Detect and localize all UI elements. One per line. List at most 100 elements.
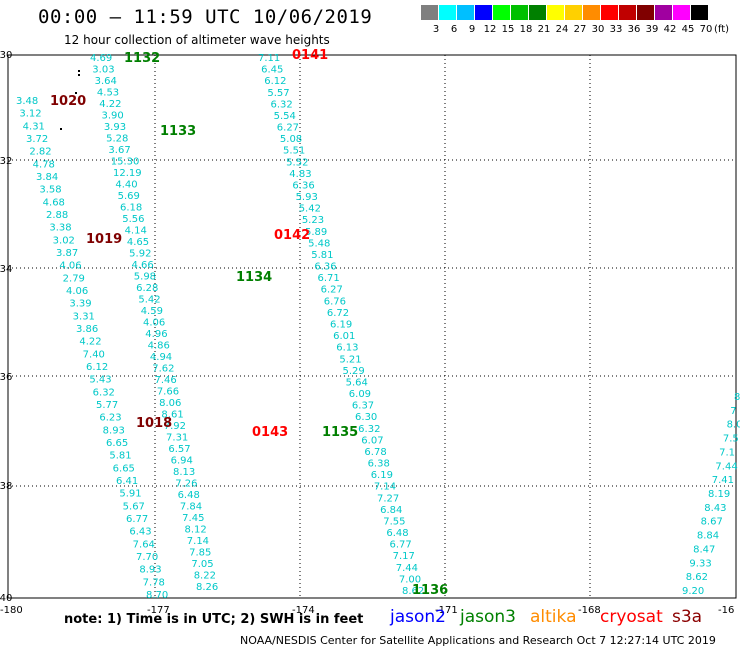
- swh-value: 8.62: [402, 586, 424, 597]
- swh-value: 3.38: [49, 223, 71, 234]
- swh-value: 6.30: [355, 412, 377, 423]
- swh-value: 5.51: [283, 146, 305, 157]
- swh-value: 6.32: [271, 99, 293, 110]
- legend-swatch: [637, 5, 654, 20]
- legend-swatch: [457, 5, 474, 20]
- swh-value: 7.1: [719, 447, 735, 458]
- footer-credit: NOAA/NESDIS Center for Satellite Applica…: [240, 634, 716, 647]
- legend-swatch: [673, 5, 690, 20]
- swh-value: 3.86: [76, 324, 98, 335]
- swh-value: 7.31: [166, 433, 188, 444]
- swh-value: 7.62: [152, 364, 174, 375]
- swh-value: 6.77: [126, 514, 148, 525]
- pass-label: 1134: [236, 270, 272, 285]
- swh-value: 4.68: [43, 197, 65, 208]
- data-dot: [78, 70, 80, 72]
- swh-value: 5.67: [123, 501, 145, 512]
- pass-label: 1019: [86, 232, 122, 247]
- swh-value: 3.03: [92, 65, 114, 76]
- swh-value: 4.06: [59, 261, 81, 272]
- swh-value: 8.26: [196, 582, 218, 593]
- swh-value: 8.06: [159, 398, 181, 409]
- swh-value: 8.43: [704, 503, 726, 514]
- swh-value: 5.52: [286, 157, 308, 168]
- legend-swatch: [475, 5, 492, 20]
- swh-value: 6.19: [371, 470, 393, 481]
- swh-value: 7.70: [136, 552, 158, 563]
- swh-value: 9.33: [689, 558, 711, 569]
- swh-value: 4.94: [150, 352, 172, 363]
- swh-value: 3.58: [39, 185, 61, 196]
- lat-tick-label: -38: [0, 481, 12, 492]
- swh-value: 3.02: [53, 235, 75, 246]
- legend-swatch: [421, 5, 438, 20]
- legend-swatch: [439, 5, 456, 20]
- swh-value: 7.40: [83, 349, 105, 360]
- swh-value: 4.86: [148, 341, 170, 352]
- data-dot: [75, 92, 77, 94]
- lon-tick-label: -168: [578, 605, 601, 616]
- swh-value: 8: [734, 392, 740, 403]
- swh-value: 5.93: [296, 192, 318, 203]
- pass-label: 1135: [322, 425, 358, 440]
- legend-label: 12: [483, 24, 497, 35]
- swh-value: 7.44: [396, 563, 418, 574]
- legend-swatch: [583, 5, 600, 20]
- swh-value: 7.85: [189, 548, 211, 559]
- legend-label: 27: [573, 24, 587, 35]
- swh-value: 12.19: [113, 168, 142, 179]
- swh-value: 4.14: [125, 226, 147, 237]
- swh-value: 6.32: [93, 387, 115, 398]
- pass-label: 1020: [50, 94, 86, 109]
- swh-value: 4.31: [23, 121, 45, 132]
- swh-value: 2.79: [63, 273, 85, 284]
- swh-value: 7.05: [191, 559, 213, 570]
- swh-value: 7.5: [723, 434, 739, 445]
- swh-value: 5.23: [302, 215, 324, 226]
- legend-label: 30: [591, 24, 605, 35]
- swh-value: 6.65: [106, 438, 128, 449]
- swh-value: 6.48: [386, 528, 408, 539]
- swh-value: 6.45: [261, 65, 283, 76]
- swh-value: 6.27: [321, 285, 343, 296]
- swh-value: 3.90: [102, 111, 124, 122]
- swh-value: 8.93: [103, 425, 125, 436]
- swh-value: 3.48: [16, 96, 38, 107]
- swh-value: 5.77: [96, 400, 118, 411]
- lat-tick-label: -30: [0, 50, 12, 61]
- swh-value: 5.81: [311, 250, 333, 261]
- swh-value: 4.22: [99, 99, 121, 110]
- legend-swatch: [511, 5, 528, 20]
- swh-value: 5.48: [308, 238, 330, 249]
- pass-label: 0143: [252, 425, 288, 440]
- swh-value: 5.42: [138, 295, 160, 306]
- lat-tick-label: -32: [0, 156, 12, 167]
- swh-value: 3.84: [36, 172, 58, 183]
- swh-value: 3.67: [108, 145, 130, 156]
- swh-value: 4.96: [145, 329, 167, 340]
- swh-value: 3.72: [26, 134, 48, 145]
- swh-value: 4.40: [115, 180, 137, 191]
- legend-swatch: [691, 5, 708, 20]
- swh-value: 6.65: [113, 463, 135, 474]
- pass-label: 1136: [412, 583, 448, 598]
- swh-value: 2.82: [29, 147, 51, 158]
- legend-swatch: [619, 5, 636, 20]
- swh-value: 6.32: [358, 424, 380, 435]
- swh-value: 7.17: [393, 551, 415, 562]
- satellite-legend-s3a: s3a: [672, 607, 703, 627]
- swh-value: 5.91: [119, 489, 141, 500]
- swh-value: 6.23: [99, 413, 121, 424]
- swh-value: 6.36: [314, 262, 336, 273]
- swh-value: 6.38: [368, 459, 390, 470]
- legend-label: 39: [645, 24, 659, 35]
- swh-value: 5.54: [274, 111, 296, 122]
- swh-value: 6.41: [116, 476, 138, 487]
- swh-value: 6.12: [86, 362, 108, 373]
- swh-value: 7.46: [155, 375, 177, 386]
- swh-value: 7.44: [715, 461, 737, 472]
- swh-value: 6.28: [136, 283, 158, 294]
- legend-swatch: [547, 5, 564, 20]
- legend-label: 3: [432, 24, 440, 35]
- swh-value: 6.13: [336, 343, 358, 354]
